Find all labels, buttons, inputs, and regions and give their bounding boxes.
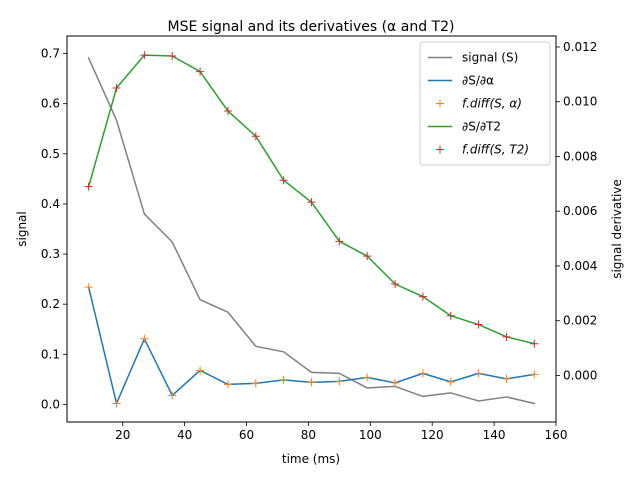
plus-marker [307, 198, 316, 207]
plus-marker [196, 67, 205, 76]
plus-marker [502, 374, 511, 383]
plus-marker [502, 332, 511, 341]
x-axis-label: time (ms) [282, 452, 340, 466]
x-tick-label: 60 [239, 428, 254, 442]
plus-marker [196, 366, 205, 375]
legend-item: ∂S/∂T2 [428, 120, 501, 134]
legend-item: f.diff(S, α) [436, 97, 522, 111]
plus-marker [279, 176, 288, 185]
legend-item: ∂S/∂α [428, 74, 494, 88]
x-tick-label: 160 [545, 428, 568, 442]
plus-marker [223, 380, 232, 389]
y-tick-label-left: 0.4 [41, 197, 60, 211]
legend-label: ∂S/∂α [462, 74, 494, 88]
legend: signal (S) ∂S/∂α f.diff(S, α) ∂S/∂T2 f.diff(… [419, 41, 551, 166]
legend-label: f.diff(S, T2) [462, 143, 529, 157]
legend-item: f.diff(S, T2) [436, 143, 529, 157]
plus-marker [140, 334, 149, 343]
y-tick-label-left: 0.0 [41, 397, 60, 411]
x-tick-label: 100 [359, 428, 382, 442]
x-tick-label: 80 [301, 428, 316, 442]
series-0-signal-s [87, 57, 536, 405]
plus-marker [168, 391, 177, 400]
plus-marker [446, 311, 455, 320]
legend-marker-swatch [436, 145, 444, 154]
plus-marker [112, 84, 121, 93]
x-tick-label: 120 [421, 428, 444, 442]
y-tick-label-left: 0.5 [41, 147, 60, 161]
y-tick-label-left: 0.3 [41, 247, 60, 261]
plus-marker [335, 237, 344, 246]
right-y-axis-label: signal derivative [610, 179, 624, 279]
plus-marker [251, 379, 260, 388]
y-tick-label-left: 0.1 [41, 347, 60, 361]
plus-marker [335, 377, 344, 386]
plus-marker [140, 51, 149, 60]
plus-marker [307, 378, 316, 387]
series-4-f-diff-s-t2 [84, 51, 539, 348]
y-tick-label-right: 0.012 [563, 40, 597, 54]
plus-marker [112, 399, 121, 408]
legend-item: signal (S) [428, 51, 518, 65]
legend-marker-swatch [436, 99, 444, 108]
legend-label: signal (S) [462, 51, 518, 65]
x-tick-label: 40 [177, 428, 192, 442]
plus-marker [446, 377, 455, 386]
x-tick-label: 20 [115, 428, 130, 442]
plus-marker [363, 373, 372, 382]
series-layer [84, 51, 539, 408]
chart-title: MSE signal and its derivatives (α and T2… [168, 19, 455, 35]
plus-marker [279, 375, 288, 384]
legend-box [419, 41, 551, 166]
y-tick-label-right: 0.010 [563, 95, 597, 109]
y-tick-label-left: 0.2 [41, 297, 60, 311]
y-tick-label-right: 0.008 [563, 149, 597, 163]
plus-marker [251, 132, 260, 141]
plus-marker [418, 292, 427, 301]
y-tick-label-right: 0.006 [563, 204, 597, 218]
plus-marker [84, 283, 93, 292]
plus-marker [84, 182, 93, 191]
plus-marker [391, 378, 400, 387]
plus-marker [530, 370, 539, 379]
plus-marker [168, 51, 177, 60]
y-tick-label-right: 0.000 [563, 368, 597, 382]
plus-marker [363, 252, 372, 261]
x-tick-label: 140 [483, 428, 506, 442]
left-y-axis-label: signal [15, 211, 29, 247]
series-line [87, 57, 536, 405]
legend-label: f.diff(S, α) [462, 97, 522, 111]
series-2-f-diff-s [84, 283, 539, 408]
plus-marker [223, 107, 232, 116]
plot-frame [66, 35, 557, 423]
y-tick-label-right: 0.002 [563, 314, 597, 328]
plus-marker [530, 339, 539, 348]
y-tick-label-left: 0.7 [41, 47, 60, 61]
x-axis: 20 40 60 80 100 120 140 160 [115, 422, 567, 442]
left-y-axis: 0.0 0.1 0.2 0.3 0.4 0.5 0.6 0.7 [41, 47, 67, 411]
y-tick-label-left: 0.6 [41, 97, 60, 111]
plus-marker [391, 280, 400, 289]
y-tick-label-right: 0.004 [563, 259, 597, 273]
plus-marker [474, 320, 483, 329]
plus-marker [474, 369, 483, 378]
legend-label: ∂S/∂T2 [462, 120, 501, 134]
plus-marker [418, 369, 427, 378]
right-y-axis: 0.000 0.002 0.004 0.006 0.008 0.010 0.012 [556, 40, 597, 382]
